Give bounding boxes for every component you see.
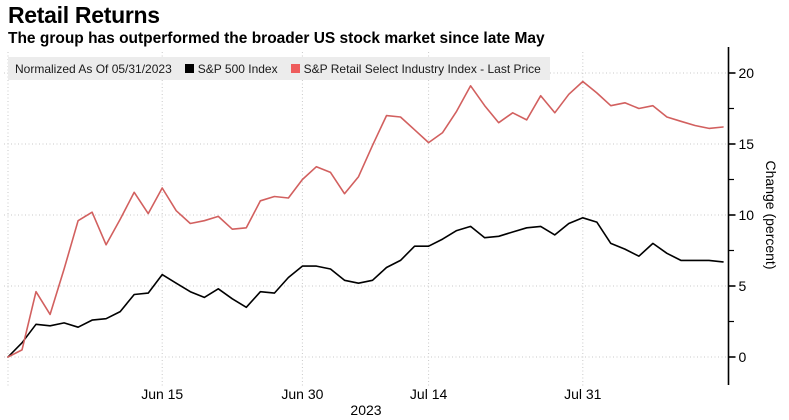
y-tick-label: 5 xyxy=(739,278,747,294)
x-tick-label: Jul 31 xyxy=(564,386,602,402)
retail-legend-label: S&P Retail Select Industry Index - Last … xyxy=(303,61,541,76)
chart-title: Retail Returns xyxy=(8,2,160,28)
chart-subtitle: The group has outperformed the broader U… xyxy=(8,30,545,47)
retail-legend-marker-icon xyxy=(290,64,300,73)
y-tick-label: 10 xyxy=(739,207,755,223)
y-tick-label: 0 xyxy=(739,349,747,365)
y-tick-label: 20 xyxy=(739,65,755,81)
x-tick-label: Jun 15 xyxy=(141,386,183,402)
sp500-legend-marker-icon xyxy=(184,64,194,73)
y-axis-title: Change (percent) xyxy=(763,161,779,270)
x-axis-year-label: 2023 xyxy=(350,402,381,418)
y-tick-label: 15 xyxy=(739,136,755,152)
sp500-index-line xyxy=(7,217,724,358)
legend-item-retail: S&P Retail Select Industry Index - Last … xyxy=(290,61,541,76)
sp500-legend-label: S&P 500 Index xyxy=(197,61,278,76)
x-tick-label: Jul 14 xyxy=(410,386,448,402)
legend: Normalized As Of 05/31/2023 S&P 500 Inde… xyxy=(8,57,550,80)
x-tick-label: Jun 30 xyxy=(281,386,323,402)
legend-item-sp500: S&P 500 Index xyxy=(184,61,278,76)
legend-note: Normalized As Of 05/31/2023 xyxy=(15,61,172,76)
retail-select-index-line xyxy=(7,80,724,358)
